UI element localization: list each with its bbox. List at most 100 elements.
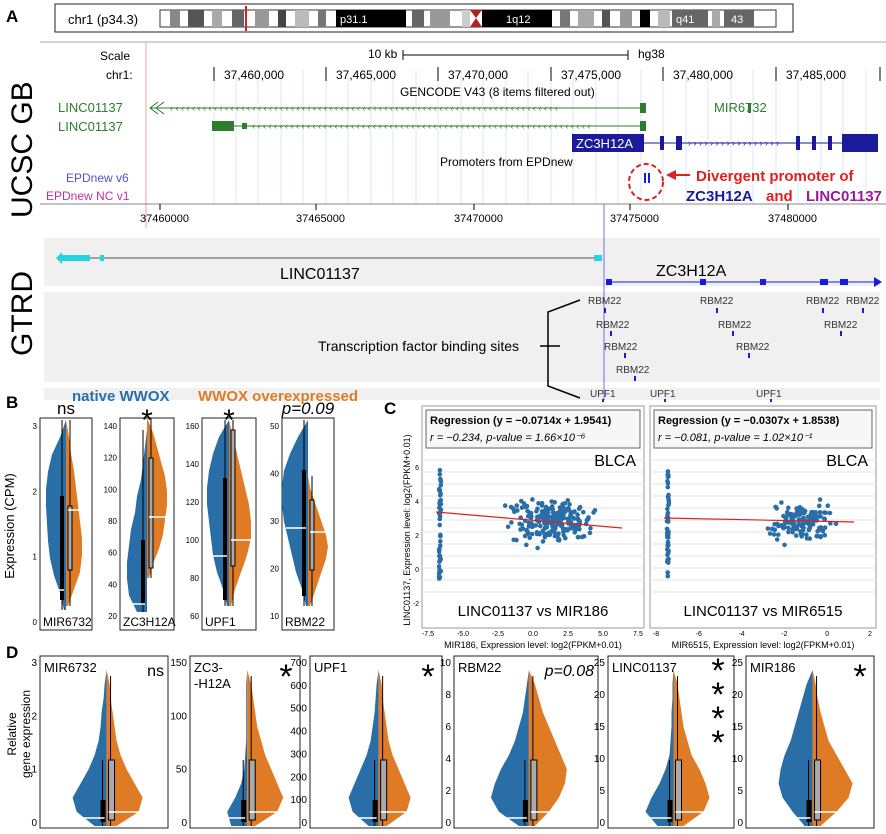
y-tick-label: 0 bbox=[415, 567, 419, 574]
regression-stats: r = −0.234, p-value = 1.66×10⁻⁶ bbox=[430, 432, 586, 444]
annotation-gene1: ZC3H12A bbox=[686, 188, 753, 205]
scatter-point bbox=[437, 505, 442, 511]
scatter-point bbox=[540, 539, 546, 544]
scatter-point bbox=[807, 525, 813, 531]
scatter-point bbox=[529, 522, 535, 528]
gene-zc3h12a: ZC3H12A › › › › › › › › › › › › › › › › … bbox=[572, 134, 878, 152]
tick-label: 20 bbox=[732, 690, 744, 701]
scatter-point bbox=[539, 512, 544, 518]
significance-label: * bbox=[711, 724, 724, 762]
annotation-gene2: LINC01137 bbox=[806, 188, 882, 205]
scatter-point bbox=[665, 550, 671, 556]
scatter-point bbox=[437, 472, 443, 477]
box-over bbox=[148, 457, 154, 569]
panel-d-plot-0: 3 2 1 0 MIR6732 ns bbox=[31, 655, 169, 829]
scatter-point bbox=[779, 500, 784, 505]
tick-label: 1 bbox=[31, 765, 37, 776]
scatter-point bbox=[537, 531, 542, 536]
scatter-point bbox=[567, 502, 572, 507]
significance-label: * bbox=[711, 700, 724, 738]
scatter-point bbox=[817, 510, 823, 515]
scatter-point bbox=[802, 509, 808, 514]
scatter-point bbox=[773, 504, 778, 510]
scatter-point bbox=[665, 506, 670, 512]
scatter-point bbox=[544, 524, 550, 530]
x-tick-label: 0 bbox=[825, 631, 829, 638]
panel-d-plot-3: 10 8 6 4 2 0 RBM22 p=0.08 bbox=[440, 655, 599, 829]
paneld-ylabel2: gene expression bbox=[19, 690, 33, 778]
tick-label: 5 bbox=[737, 786, 743, 797]
scale-value: 10 kb bbox=[368, 47, 398, 61]
epd-nc-label: EPDnew NC v1 bbox=[46, 189, 130, 203]
x-axis-label: MIR6515, Expression level: log2(FPKM+0.0… bbox=[672, 640, 855, 650]
promoters-title: Promoters from EPDnew bbox=[440, 155, 573, 169]
scatter-point bbox=[817, 525, 822, 531]
box-over bbox=[814, 759, 822, 821]
ucsc-browser: Scale 10 kb hg38 chr1: 37,460,000 37,465… bbox=[40, 41, 886, 228]
x-tick-label: 2.5 bbox=[563, 631, 573, 638]
panel-c-plots: Regression (y = −0.0714x + 1.9541) r = −0… bbox=[413, 405, 877, 650]
chr-label: chr1: bbox=[106, 68, 133, 82]
scatter-point bbox=[577, 519, 582, 524]
scatter-point bbox=[767, 531, 773, 536]
scatter-point bbox=[790, 530, 795, 535]
tick-label: 200 bbox=[290, 772, 307, 783]
tick-label: 8 bbox=[445, 690, 451, 701]
tick-label: 2 bbox=[31, 711, 37, 722]
significance-label: * bbox=[853, 658, 866, 696]
panel-b-plot-rbm22: 50 40 30 20 10 RBM22 p=0.09 bbox=[270, 399, 335, 631]
significance-label: * bbox=[421, 658, 434, 696]
scatter-point bbox=[833, 521, 839, 527]
box-over bbox=[67, 505, 73, 571]
panel-d-plot-5: 25 20 15 10 5 0 MIR186 * bbox=[732, 655, 875, 829]
scatter-point bbox=[573, 527, 579, 533]
tick-label: 10 bbox=[594, 754, 606, 765]
gene-mir6732 bbox=[748, 103, 751, 113]
scatter-point bbox=[818, 534, 823, 540]
box-native bbox=[241, 800, 247, 822]
scatter-point bbox=[576, 506, 582, 512]
scatter-point bbox=[437, 557, 443, 563]
upf-site: UPF1 bbox=[756, 389, 782, 400]
plot-name: UPF1 bbox=[314, 660, 347, 675]
scatter-point bbox=[783, 515, 789, 521]
coord-label: 37,480,000 bbox=[673, 68, 733, 82]
scatter-point bbox=[437, 543, 443, 548]
scatter-point bbox=[522, 533, 528, 539]
scatter-point bbox=[665, 570, 670, 575]
scatter-point bbox=[822, 516, 827, 522]
scatter-point bbox=[518, 527, 523, 532]
scatter-point bbox=[666, 501, 672, 506]
scatter-title: LINC01137 vs MIR186 bbox=[458, 603, 609, 620]
band-label: 1q12 bbox=[506, 14, 530, 26]
upf-site: UPF1 bbox=[650, 389, 676, 400]
tick-label: 60 bbox=[108, 549, 117, 558]
scatter-point bbox=[665, 484, 671, 490]
scatter-point bbox=[505, 524, 511, 530]
scatter-point bbox=[799, 534, 804, 539]
tfbs-site: RBM22 bbox=[588, 296, 622, 307]
paneld-ylabel1: Relative bbox=[5, 712, 19, 756]
tick-label: 6 bbox=[445, 722, 451, 733]
tick-label: 3 bbox=[31, 658, 37, 669]
plot-name: MIR186 bbox=[750, 660, 796, 675]
scatter-point bbox=[665, 530, 670, 536]
tick-label: 500 bbox=[290, 704, 307, 715]
panel-b-plot-zc3h12a: 140 120 100 80 60 40 20 ZC3H12A * bbox=[104, 404, 176, 631]
scatter-point bbox=[535, 545, 540, 551]
scatter-point bbox=[552, 530, 557, 536]
tick-label: 1 bbox=[33, 553, 38, 562]
tfbs-site: RBM22 bbox=[604, 342, 638, 353]
x-tick-label: -5.0 bbox=[457, 631, 469, 638]
tick-label: 60 bbox=[190, 612, 199, 621]
violin-native bbox=[645, 670, 674, 826]
tfbs-site: RBM22 bbox=[736, 342, 770, 353]
gene-linc01137-2: ‹ ‹ ‹ ‹ ‹ ‹ ‹ ‹ ‹ ‹ ‹ ‹ ‹ ‹ ‹ ‹ ‹ ‹ ‹ ‹ … bbox=[212, 121, 646, 131]
tfbs-site: RBM22 bbox=[824, 320, 858, 331]
x-axis-label: MIR186, Expression level: log2(FPKM+0.01… bbox=[444, 640, 622, 650]
scatter-point bbox=[665, 510, 671, 516]
scatter-point bbox=[782, 542, 787, 548]
tfbs-site: RBM22 bbox=[616, 365, 650, 376]
box-native bbox=[372, 800, 378, 822]
box-native bbox=[141, 540, 145, 604]
